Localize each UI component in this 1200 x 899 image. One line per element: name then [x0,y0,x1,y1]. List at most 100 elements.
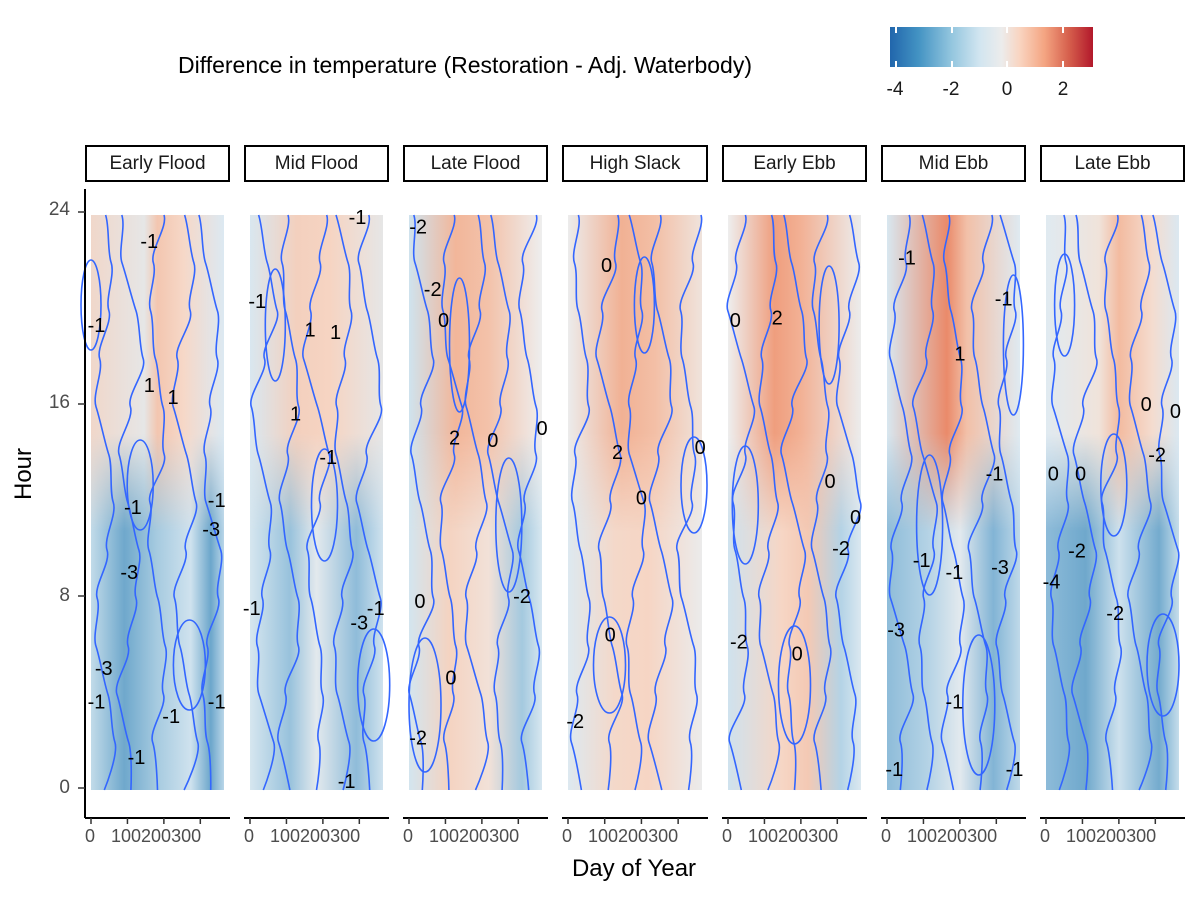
contour-line [1152,214,1180,791]
heat-tile-upper-mid-flood [250,215,383,790]
contour-label: 0 [1170,401,1181,423]
heat-tile-upper-mid-ebb [887,215,1020,790]
contour-label: -2 [566,711,584,733]
contour-line [1071,214,1098,791]
contour-label: -3 [202,519,220,541]
contour-line [302,214,331,791]
contour-label: -1 [88,692,106,714]
contour-line [355,214,383,791]
contour-label: 1 [144,375,155,397]
contour-line [94,214,117,791]
facet-panel-late-ebb: 0 00 0-2-2-4-2 [1040,214,1185,824]
contour-label: -1 [913,550,931,572]
contour-line [1146,613,1180,717]
contour-label: -3 [95,658,113,680]
x-tick-label: 0 [562,826,573,846]
legend-tick-mark [1006,61,1008,67]
contour-label: 0 [824,471,835,493]
legend-tick-mark [1062,61,1064,67]
contour-line [676,214,703,791]
contour-label: 1 [954,344,965,366]
facet-panel-mid-ebb: -1 -1 1 -1 -1 -1 -3 -3 -1 -1 -1 [881,214,1026,824]
contour-line [1050,214,1071,791]
contour-label: -1 [243,598,261,620]
contour-line [911,214,938,791]
facet-strip-early-ebb: Early Ebb [722,145,867,182]
contour-label: -1 [162,706,180,728]
contour-label: 2 [612,442,623,464]
contour-label: -1 [885,759,903,781]
contour-label: -1 [1006,759,1024,781]
x-tick-label: 0 [403,826,414,846]
legend-tick-label: -4 [886,79,904,100]
contour-line [680,436,708,534]
contour-label: -1 [88,315,106,337]
contour-line [198,214,223,791]
legend-title: Difference in temperature (Restoration -… [178,52,752,78]
legend-tick-label: -2 [942,79,960,100]
x-tick-label: 0 [722,826,733,846]
contour-line [147,214,168,791]
contour-label: -1 [124,497,142,519]
legend-tick-mark [895,27,897,33]
contour-label: -1 [338,771,356,793]
contour-label: -4 [1043,572,1061,594]
contour-label: -3 [350,612,368,634]
contour-label: 0 [636,488,647,510]
contour-line [1053,253,1076,357]
contour-label: -2 [832,538,850,560]
contour-label: 0 [850,507,861,529]
x-tick-label: 100200300 [429,826,520,846]
contour-line [356,628,391,742]
contour-label: 2 [772,308,783,330]
legend-tick-mark [1006,27,1008,33]
legend-tick-label: 0 [1001,79,1013,100]
contour-line [961,634,996,776]
y-axis-title: Hour [10,447,37,500]
facet-panel-late-flood: -2 -2 0 2 0 0 0 -2 0 -2 [403,214,548,824]
facet-strip-high-slack: High Slack [562,145,708,182]
contour-line [757,214,781,791]
contour-line [332,214,354,791]
contour-line [810,214,832,791]
contour-line [439,214,464,791]
x-tick-label: 0 [881,826,892,846]
x-tick-label: 100200300 [270,826,361,846]
contour-line [250,214,279,791]
contour-label: -1 [319,447,337,469]
contour-label: -1 [349,207,367,229]
contour-label: 0 [1141,394,1152,416]
facet-panel-early-flood: -1 -1 11 -1 -1 -3 -3 -3 -1 -1 -1 -1 [80,214,230,824]
contour-label: -1 [208,692,226,714]
contour-label: 0 [695,437,706,459]
y-tick-label-0: 0 [59,777,70,798]
contour-line [1100,433,1128,537]
contour-label: -3 [887,620,905,642]
contour-label: 2 [449,428,460,450]
contour-label: 1 [305,320,316,342]
contour-line [310,448,339,562]
contour-line [494,457,523,593]
contour-line [967,214,996,791]
contour-line [516,214,541,791]
x-tick-label: 0 [1040,826,1051,846]
contour-label: -2 [409,216,427,238]
contour-line [888,214,915,791]
contour-label: 0 [438,310,449,332]
contour-label: -3 [991,557,1009,579]
contour-label: -1 [995,288,1013,310]
heat-tile-upper-early-ebb [728,215,861,790]
contour-line [1002,274,1025,416]
contour-label: -1 [367,598,385,620]
legend-tick-mark [895,61,897,67]
contour-line [1127,214,1153,791]
legend-tick-label: 2 [1057,79,1069,100]
contour-line [818,265,840,385]
x-tick-label: 100200300 [1066,826,1157,846]
contour-line [486,214,514,791]
contour-line [940,214,965,791]
legend-tick-mark [951,27,953,33]
legend-tick-mark [951,61,953,67]
contour-label: -2 [1068,540,1086,562]
contour-line [995,214,1018,791]
